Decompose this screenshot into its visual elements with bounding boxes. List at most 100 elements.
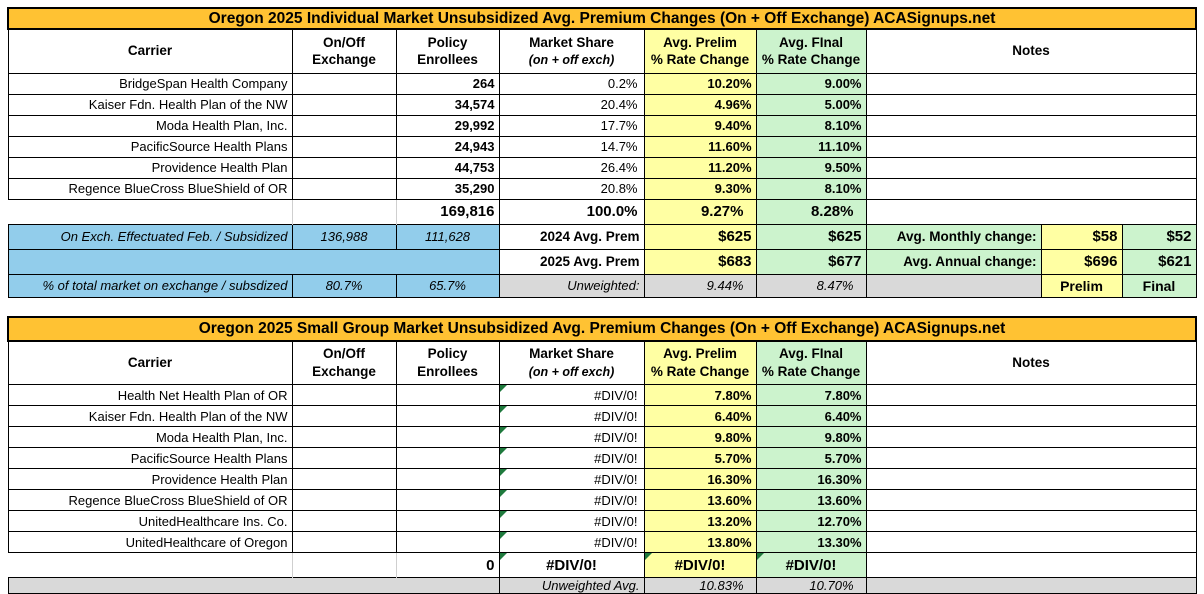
cell-enrollees: 29,992 <box>396 115 499 136</box>
cell-annual-change-final: $621 <box>1122 249 1196 274</box>
cell-unweighted-final: 10.70% <box>756 578 866 594</box>
cell-final-rate: 5.70% <box>756 448 866 469</box>
cell-prelim-rate: 13.60% <box>644 490 756 511</box>
error-triangle-icon <box>500 511 507 518</box>
cell-exchange <box>292 448 396 469</box>
cell-market-share: #DIV/0! <box>499 427 644 448</box>
cell-subsidized-enrollees: 111,628 <box>396 224 499 249</box>
cell-prelim-rate: 16.30% <box>644 469 756 490</box>
cell-carrier: UnitedHealthcare Ins. Co. <box>8 511 292 532</box>
cell-final-rate: 5.00% <box>756 94 866 115</box>
column-header-prelim: Avg. Prelim % Rate Change <box>644 341 756 385</box>
cell-unweighted-prelim: 9.44% <box>644 274 756 297</box>
cell-prelim-rate: 11.60% <box>644 136 756 157</box>
cell-enrollees: 264 <box>396 73 499 94</box>
cell-prelim-rate: 13.80% <box>644 532 756 553</box>
cell-notes <box>866 115 1196 136</box>
carrier-row: Moda Health Plan, Inc.#DIV/0!9.80%9.80% <box>8 427 1196 448</box>
cell-empty <box>8 553 292 578</box>
error-triangle-icon <box>500 385 507 392</box>
cell-carrier: PacificSource Health Plans <box>8 136 292 157</box>
carrier-row: Regence BlueCross BlueShield of OR#DIV/0… <box>8 490 1196 511</box>
cell-unweighted-label: Unweighted: <box>499 274 644 297</box>
cell-enrollees <box>396 532 499 553</box>
cell-pct-market-label: % of total market on exchange / subsdize… <box>8 274 292 297</box>
cell-prelim-rate: 11.20% <box>644 157 756 178</box>
cell-final-rate: 6.40% <box>756 406 866 427</box>
cell-legend-final: Final <box>1122 274 1196 297</box>
cell-notes <box>866 385 1196 406</box>
carrier-row: Providence Health Plan#DIV/0!16.30%16.30… <box>8 469 1196 490</box>
cell-carrier: Moda Health Plan, Inc. <box>8 115 292 136</box>
cell-carrier: Providence Health Plan <box>8 157 292 178</box>
cell-final-rate: 13.60% <box>756 490 866 511</box>
cell-exchange <box>292 469 396 490</box>
cell-prelim-rate: 7.80% <box>644 385 756 406</box>
cell-empty <box>8 199 292 224</box>
cell-2025-prem-prelim: $683 <box>644 249 756 274</box>
cell-market-share: #DIV/0! <box>499 532 644 553</box>
cell-2025-prem-label: 2025 Avg. Prem <box>499 249 644 274</box>
carrier-row: Health Net Health Plan of OR#DIV/0!7.80%… <box>8 385 1196 406</box>
cell-2025-prem-final: $677 <box>756 249 866 274</box>
cell-notes <box>866 511 1196 532</box>
error-triangle-icon <box>645 553 652 560</box>
carrier-row: PacificSource Health Plans#DIV/0!5.70%5.… <box>8 448 1196 469</box>
table-gap <box>0 298 1204 316</box>
cell-enrollees <box>396 448 499 469</box>
cell-empty <box>292 553 396 578</box>
cell-final-rate: 8.10% <box>756 178 866 199</box>
cell-carrier: Providence Health Plan <box>8 469 292 490</box>
column-header-final: Avg. FInal % Rate Change <box>756 29 866 73</box>
cell-final-rate: 9.80% <box>756 427 866 448</box>
cell-final-rate: 9.50% <box>756 157 866 178</box>
cell-notes <box>866 73 1196 94</box>
cell-notes <box>866 532 1196 553</box>
column-header-enrollees: Policy Enrollees <box>396 29 499 73</box>
cell-enrollees: 24,943 <box>396 136 499 157</box>
cell-on-exchange-effectuated: 136,988 <box>292 224 396 249</box>
cell-exchange <box>292 136 396 157</box>
cell-exchange <box>292 511 396 532</box>
cell-prelim-rate: 4.96% <box>644 94 756 115</box>
cell-annual-change-prelim: $696 <box>1041 249 1122 274</box>
error-triangle-icon <box>500 427 507 434</box>
cell-prelim-rate: 13.20% <box>644 511 756 532</box>
cell-notes <box>866 199 1196 224</box>
column-header-exchange: On/Off Exchange <box>292 29 396 73</box>
cell-prelim-rate: 10.20% <box>644 73 756 94</box>
cell-notes <box>866 136 1196 157</box>
cell-notes <box>866 157 1196 178</box>
cell-market-share: 17.7% <box>499 115 644 136</box>
column-header-carrier: Carrier <box>8 29 292 73</box>
cell-total-enrollees: 0 <box>396 553 499 578</box>
cell-pct-on-exchange: 80.7% <box>292 274 396 297</box>
column-header-notes: Notes <box>866 341 1196 385</box>
cell-final-rate: 8.10% <box>756 115 866 136</box>
cell-carrier: Health Net Health Plan of OR <box>8 385 292 406</box>
cell-enrollees <box>396 469 499 490</box>
cell-final-rate: 11.10% <box>756 136 866 157</box>
cell-market-share: 20.4% <box>499 94 644 115</box>
cell-enrollees: 44,753 <box>396 157 499 178</box>
cell-final-rate: 12.70% <box>756 511 866 532</box>
cell-prelim-rate: 5.70% <box>644 448 756 469</box>
cell-carrier: Moda Health Plan, Inc. <box>8 427 292 448</box>
column-header-exchange: On/Off Exchange <box>292 341 396 385</box>
cell-enrollees <box>396 385 499 406</box>
cell-unweighted-final: 8.47% <box>756 274 866 297</box>
cell-total-final: #DIV/0! <box>756 553 866 578</box>
cell-market-share: #DIV/0! <box>499 511 644 532</box>
error-triangle-icon <box>500 469 507 476</box>
cell-blue-spacer <box>8 249 499 274</box>
cell-market-share: 0.2% <box>499 73 644 94</box>
carrier-row: UnitedHealthcare Ins. Co. #DIV/0!13.20%12… <box>8 511 1196 532</box>
cell-total-share: 100.0% <box>499 199 644 224</box>
cell-exchange <box>292 490 396 511</box>
